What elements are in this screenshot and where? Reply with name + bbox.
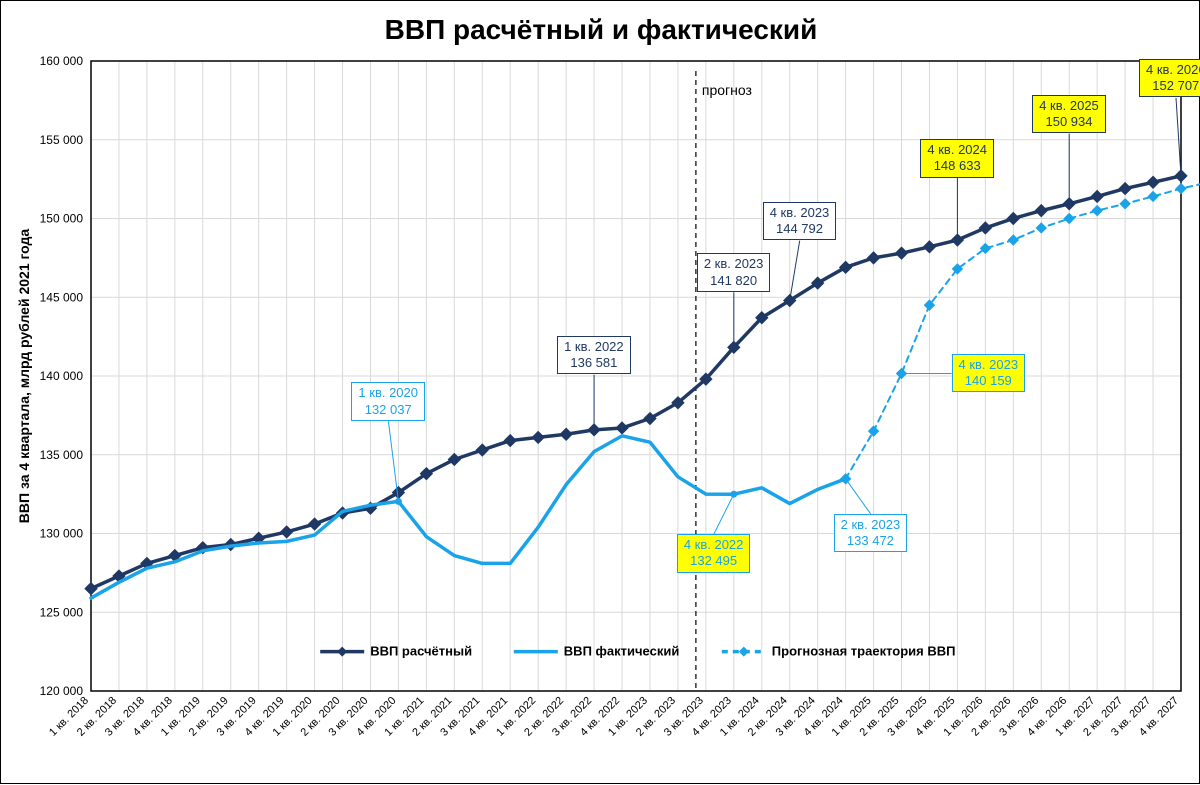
legend-label: ВВП фактический <box>564 644 680 659</box>
y-tick-label: 120 000 <box>40 684 84 698</box>
line-chart: ВВП расчётный и фактический 120 000 125 00… <box>1 1 1200 785</box>
y-tick-label: 150 000 <box>40 212 84 226</box>
y-tick-label: 160 000 <box>40 54 84 68</box>
y-tick-label: 140 000 <box>40 369 84 383</box>
forecast-label: прогноз <box>702 82 752 98</box>
series-line-1 <box>91 436 846 598</box>
series-line-2 <box>846 176 1200 479</box>
y-tick-label: 125 000 <box>40 605 84 619</box>
legend-label: ВВП расчётный <box>370 644 472 659</box>
chart-container: ВВП расчётный и фактический 120 000 125 00… <box>0 0 1200 784</box>
chart-title: ВВП расчётный и фактический <box>385 14 818 45</box>
y-axis-label: ВВП за 4 квартала, млрд рублей 2021 года <box>16 229 32 524</box>
legend-label: Прогнозная траектория ВВП <box>772 644 956 659</box>
y-tick-label: 135 000 <box>40 448 84 462</box>
y-tick-label: 130 000 <box>40 527 84 541</box>
y-tick-label: 145 000 <box>40 290 84 304</box>
y-tick-label: 155 000 <box>40 133 84 147</box>
